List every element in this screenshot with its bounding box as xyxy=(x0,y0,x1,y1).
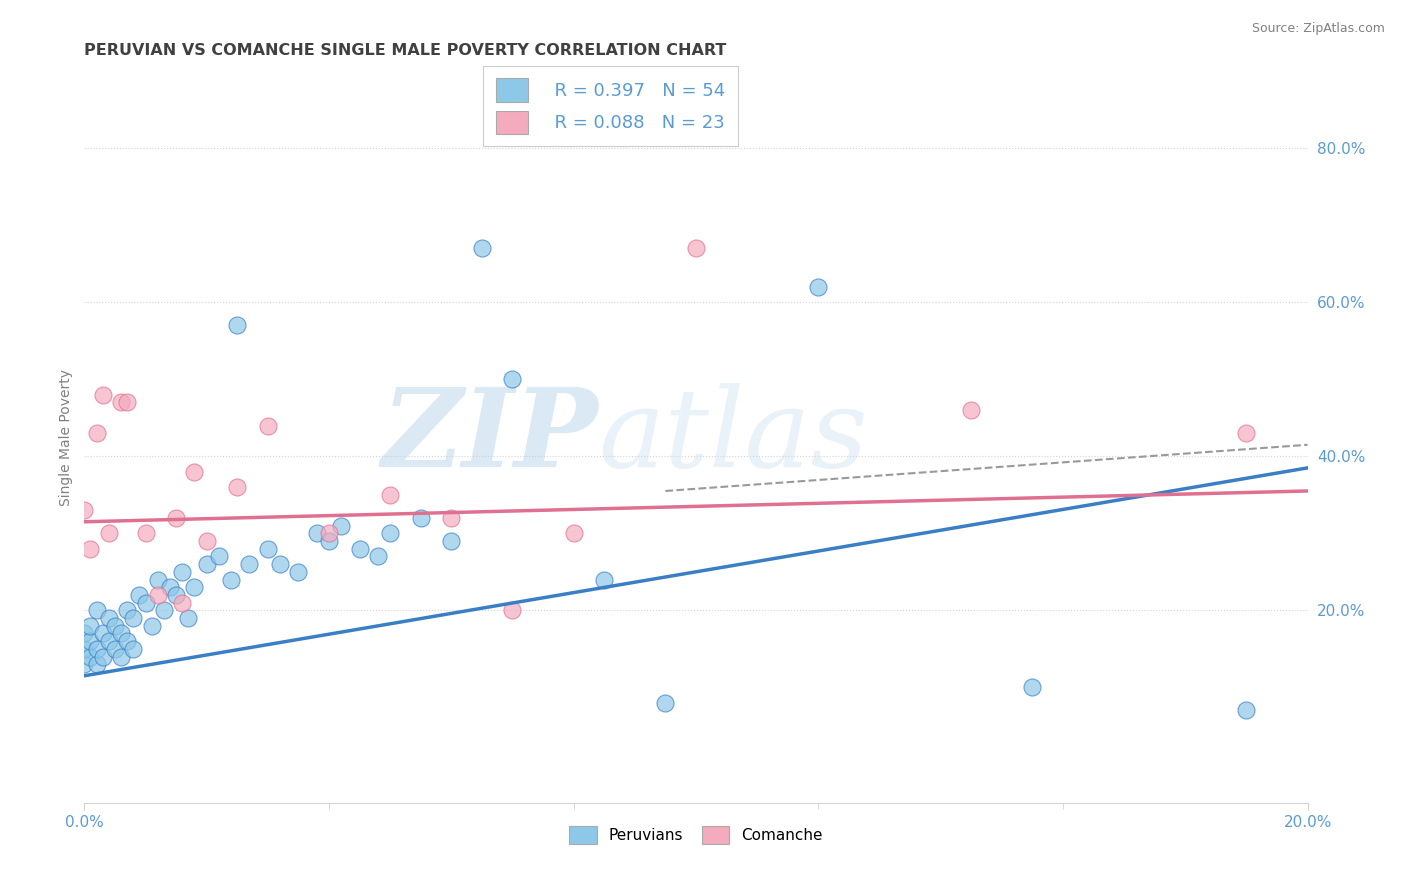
Point xyxy=(97,526,120,541)
Point xyxy=(159,580,181,594)
Point xyxy=(97,634,120,648)
Point xyxy=(91,626,114,640)
Point xyxy=(146,573,169,587)
Point xyxy=(502,603,524,617)
Point xyxy=(86,426,108,441)
Point xyxy=(79,541,101,556)
Point xyxy=(165,588,187,602)
Point xyxy=(79,634,101,648)
Point xyxy=(135,596,157,610)
Point xyxy=(110,395,132,409)
Text: ZIP: ZIP xyxy=(381,384,598,491)
Point xyxy=(79,649,101,664)
Point xyxy=(172,596,194,610)
Point xyxy=(177,611,200,625)
Point xyxy=(318,526,340,541)
Point xyxy=(440,511,463,525)
Text: atlas: atlas xyxy=(598,384,868,491)
Point xyxy=(654,696,676,710)
Point xyxy=(110,626,132,640)
Point xyxy=(115,395,138,409)
Point xyxy=(110,649,132,664)
Point xyxy=(97,611,120,625)
Point xyxy=(172,565,194,579)
Point xyxy=(257,541,280,556)
Point xyxy=(208,549,231,564)
Point xyxy=(562,526,585,541)
Point xyxy=(257,418,280,433)
Point xyxy=(86,657,108,672)
Point xyxy=(318,534,340,549)
Point xyxy=(807,280,830,294)
Point xyxy=(165,511,187,525)
Point xyxy=(1021,681,1043,695)
Point xyxy=(1236,426,1258,441)
Point xyxy=(104,641,127,656)
Point xyxy=(73,626,96,640)
Point xyxy=(79,618,101,632)
Point xyxy=(122,641,145,656)
Text: Source: ZipAtlas.com: Source: ZipAtlas.com xyxy=(1251,22,1385,36)
Point xyxy=(86,603,108,617)
Point xyxy=(305,526,328,541)
Point xyxy=(226,318,249,333)
Point xyxy=(440,534,463,549)
Point xyxy=(73,657,96,672)
Point xyxy=(86,641,108,656)
Point xyxy=(593,573,616,587)
Legend: Peruvians, Comanche: Peruvians, Comanche xyxy=(562,820,830,850)
Point xyxy=(219,573,242,587)
Point xyxy=(238,557,260,571)
Point xyxy=(183,465,205,479)
Point xyxy=(135,526,157,541)
Point xyxy=(141,618,163,632)
Y-axis label: Single Male Poverty: Single Male Poverty xyxy=(59,368,73,506)
Point xyxy=(960,403,983,417)
Point xyxy=(73,641,96,656)
Point xyxy=(195,557,218,571)
Point xyxy=(226,480,249,494)
Point xyxy=(195,534,218,549)
Point xyxy=(73,503,96,517)
Point xyxy=(115,634,138,648)
Point xyxy=(1236,703,1258,717)
Point xyxy=(367,549,389,564)
Point xyxy=(349,541,371,556)
Point xyxy=(146,588,169,602)
Point xyxy=(502,372,524,386)
Point xyxy=(380,526,402,541)
Point xyxy=(380,488,402,502)
Point xyxy=(330,518,353,533)
Point xyxy=(269,557,291,571)
Point xyxy=(409,511,432,525)
Point xyxy=(104,618,127,632)
Point xyxy=(471,242,494,256)
Point xyxy=(122,611,145,625)
Point xyxy=(115,603,138,617)
Point xyxy=(91,649,114,664)
Point xyxy=(128,588,150,602)
Point xyxy=(685,242,707,256)
Point xyxy=(91,388,114,402)
Point xyxy=(153,603,176,617)
Point xyxy=(287,565,309,579)
Text: PERUVIAN VS COMANCHE SINGLE MALE POVERTY CORRELATION CHART: PERUVIAN VS COMANCHE SINGLE MALE POVERTY… xyxy=(84,43,727,58)
Point xyxy=(183,580,205,594)
